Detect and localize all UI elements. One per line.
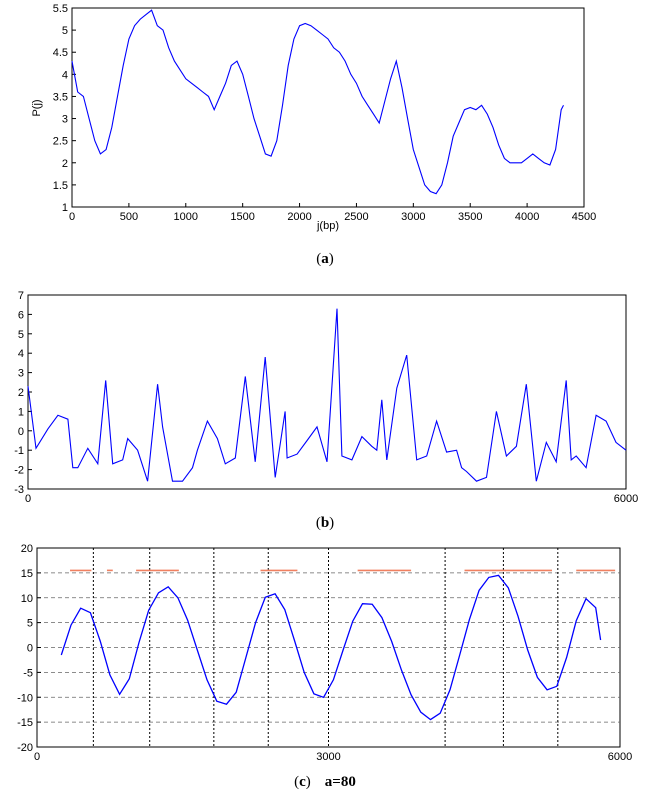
chart-a-ytick-label: 2 [62, 158, 68, 170]
chart-a-ytick-label: 5.5 [53, 3, 68, 15]
caption-a-letter: a [321, 251, 329, 267]
chart-a-ytick-label: 1 [62, 202, 68, 214]
chart-a-ytick-label: 4.5 [53, 47, 68, 59]
chart-a-line [71, 9, 564, 195]
caption-b-open: ( [316, 515, 321, 531]
chart-b-ytick-label: 2 [18, 387, 24, 399]
caption-c-letter: c [299, 774, 306, 790]
chart-c-ytick-label: -10 [17, 692, 33, 704]
chart-a-ytick-label: 3.5 [53, 91, 68, 103]
chart-c-ytick-label: -20 [17, 742, 33, 754]
chart-b-ytick-label: -1 [14, 445, 24, 457]
chart-c-line [60, 574, 602, 721]
chart-a-ytick-label: 3 [62, 114, 68, 126]
chart-a: 0 500 1000 1500 2000 2500 3000 3500 4000 4500 1 1.5… [31, 3, 596, 232]
chart-a-xtick-label: 2500 [344, 211, 368, 223]
chart-a-xtick-label: 3000 [401, 211, 425, 223]
caption-a-open: ( [316, 251, 321, 267]
chart-a-xtick-label: 4500 [572, 211, 596, 223]
chart-c: 0 3000 6000 -20 -15 -10 -5 0 5 10 15 20 [17, 543, 632, 763]
chart-c-ytick-label: -15 [17, 717, 33, 729]
chart-a-xtick-label: 1500 [230, 211, 254, 223]
chart-a-ylabel: P(j) [31, 99, 43, 116]
chart-b-line [27, 308, 627, 482]
chart-c-ytick-label: 5 [27, 618, 33, 630]
caption-a-close: ) [329, 251, 334, 267]
chart-c-xtick-label: 6000 [608, 751, 632, 763]
chart-b-ytick-label: 1 [18, 406, 24, 418]
chart-a-ytick-label: 1.5 [53, 180, 68, 192]
chart-b: 0 6000 -3 -2 -1 0 1 2 3 4 5 6 7 [14, 290, 638, 505]
caption-a: (a) [316, 251, 334, 267]
chart-b-ytick-label: 7 [18, 290, 24, 302]
chart-c-ytick-label: 10 [21, 593, 33, 605]
caption-c-open: ( [294, 774, 299, 790]
chart-b-ytick-label: -3 [14, 484, 24, 496]
chart-a-plot-frame [71, 7, 585, 208]
chart-c-ytick-label: -5 [23, 667, 33, 679]
chart-a-xtick-label: 2000 [287, 211, 311, 223]
chart-a-xtick-label: 1000 [174, 211, 198, 223]
chart-b-ytick-label: 0 [18, 426, 24, 438]
chart-a-xtick-label: 0 [69, 211, 75, 223]
caption-c-close: ) [306, 774, 311, 790]
chart-a-ytick-label: 5 [62, 25, 68, 37]
caption-b: (b) [316, 515, 334, 531]
chart-b-ytick-label: 6 [18, 309, 24, 321]
caption-c-extra: a=80 [325, 774, 356, 790]
chart-a-xtick-label: 3500 [458, 211, 482, 223]
chart-b-ytick-label: 4 [18, 348, 24, 360]
chart-a-xlabel: j(bp) [316, 220, 339, 232]
caption-c: (c) a=80 [294, 774, 356, 790]
chart-b-ytick-label: 5 [18, 329, 24, 341]
chart-b-ytick-label: 3 [18, 368, 24, 380]
chart-c-ytick-label: 0 [27, 643, 33, 655]
chart-c-xtick-label: 0 [34, 751, 40, 763]
chart-a-xtick-label: 4000 [515, 211, 539, 223]
caption-b-letter: b [321, 515, 329, 531]
chart-a-xtick-label: 500 [120, 211, 138, 223]
chart-a-ytick-label: 2.5 [53, 136, 68, 148]
chart-b-xtick-label: 6000 [614, 493, 638, 505]
caption-b-close: ) [329, 515, 334, 531]
chart-a-ytick-label: 4 [62, 69, 68, 81]
chart-c-xtick-label: 3000 [316, 751, 340, 763]
chart-c-ytick-label: 20 [21, 543, 33, 555]
chart-b-ytick-label: -2 [14, 465, 24, 477]
chart-b-xtick-label: 0 [25, 493, 31, 505]
chart-c-ytick-label: 15 [21, 568, 33, 580]
